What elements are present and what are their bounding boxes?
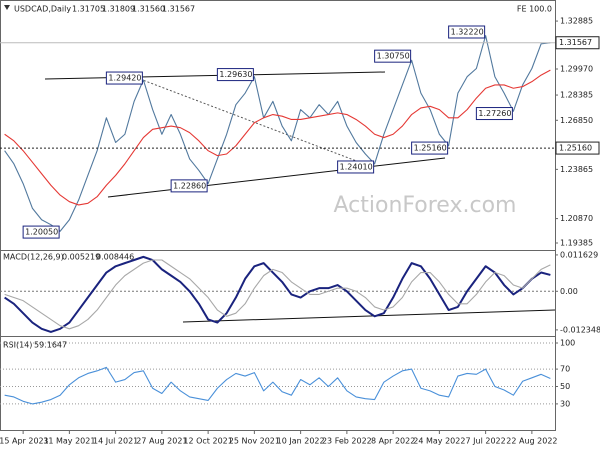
annotation-label: 1.20050 <box>25 228 58 237</box>
annotation-box <box>216 68 254 82</box>
frame <box>0 0 556 431</box>
x-tick-label: 23 Feb 2022 <box>322 437 372 446</box>
annotation-label: 1.29420 <box>108 74 141 83</box>
annotation-label: 1.29630 <box>219 70 252 79</box>
y-tick-label: 0.011629 <box>560 250 598 259</box>
x-tick-label: 8 Apr 2022 <box>371 437 415 446</box>
y-tick-label: 1.19385 <box>560 239 593 248</box>
x-tick-label: 27 Aug 2021 <box>136 437 187 446</box>
header-value: 1.31567 <box>162 5 195 14</box>
y-tick-label: 0.00 <box>560 287 578 296</box>
x-tick-label: 10 Jan 2022 <box>277 437 325 446</box>
y-tick-label: 1.23865 <box>560 165 593 174</box>
annotation-box <box>22 225 60 239</box>
annotation-box <box>475 107 513 121</box>
y-tick-label: 1.28385 <box>560 91 593 100</box>
annotation-label: 1.24010 <box>340 162 373 171</box>
trendline <box>107 157 446 198</box>
annotation-box <box>170 179 208 193</box>
level-label: 1.25160 <box>559 144 592 153</box>
header-value: 1.31705 <box>72 5 105 14</box>
series-line <box>4 69 551 206</box>
trendline <box>139 78 376 169</box>
series-line <box>4 35 551 232</box>
y-tick-label: 1.26850 <box>560 116 593 125</box>
series-line <box>4 259 551 330</box>
trendline <box>44 71 386 80</box>
annotation-label: 1.32220 <box>451 28 484 37</box>
indicator-title: MACD(12,26,9) <box>3 253 64 262</box>
y-tick-label: 1.29970 <box>560 64 593 73</box>
menu-icon <box>4 5 10 10</box>
annotation-box <box>374 49 412 63</box>
x-tick-label: 7 Jul 2022 <box>466 437 506 446</box>
series-line <box>4 366 551 405</box>
x-tick-label: 12 Oct 2021 <box>183 437 232 446</box>
x-tick-label: 25 Nov 2021 <box>229 437 280 446</box>
badge: FE 100.0 <box>517 5 552 14</box>
x-tick-label: 24 May 2022 <box>413 437 465 446</box>
x-tick-label: 14 Jul 2021 <box>93 437 138 446</box>
annotation-box <box>411 141 449 155</box>
header-value: 0.008446 <box>96 253 134 262</box>
y-tick-label: 70 <box>560 365 570 374</box>
chart-title: USDCAD,Daily <box>14 5 71 14</box>
indicator-title: RSI(14) <box>3 341 32 350</box>
x-tick-label: 31 May 2021 <box>43 437 95 446</box>
price-label: 1.31567 <box>559 38 592 47</box>
x-tick-label: 15 Apr 2021 <box>0 437 49 446</box>
y-tick-label: -0.012348 <box>560 325 600 334</box>
annotation-label: 1.30750 <box>377 52 410 61</box>
annotation-box <box>448 25 486 39</box>
trendline <box>182 309 556 323</box>
header-value: 0.005219 <box>62 253 100 262</box>
price-box <box>555 36 600 50</box>
header-value: 1.31809 <box>102 5 135 14</box>
y-tick-label: 100 <box>560 339 575 348</box>
watermark: ActionForex.com <box>334 193 517 218</box>
header-value: 59.1647 <box>34 341 67 350</box>
annotation-label: 1.25160 <box>414 144 447 153</box>
annotation-box <box>337 160 375 174</box>
annotation-label: 1.27260 <box>478 109 511 118</box>
header-value: 1.31560 <box>132 5 165 14</box>
y-tick-label: 1.20870 <box>560 214 593 223</box>
level-box <box>555 141 600 155</box>
y-tick-label: 1.32885 <box>560 17 593 26</box>
y-tick-label: 50 <box>560 382 570 391</box>
x-tick-label: 22 Aug 2022 <box>506 437 557 446</box>
y-tick-label: 30 <box>560 399 570 408</box>
annotation-box <box>105 71 143 85</box>
annotation-label: 1.22860 <box>173 181 206 190</box>
